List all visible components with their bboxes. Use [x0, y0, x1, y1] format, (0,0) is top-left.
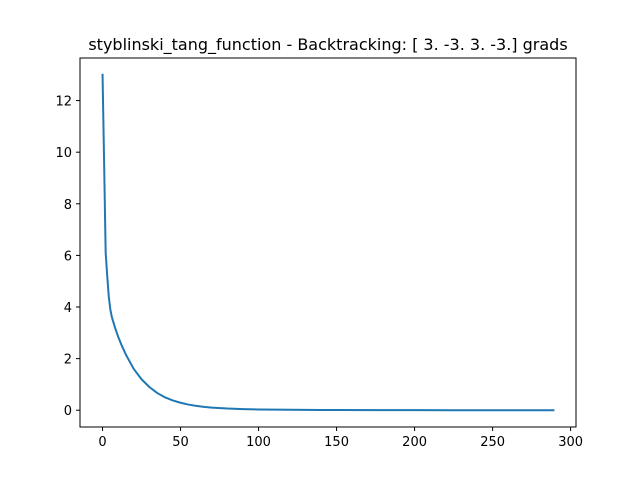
x-tick-label: 300	[558, 435, 583, 450]
x-axis-ticks: 0 50 100 150 200 250 300	[98, 427, 583, 450]
plot-frame	[79, 57, 577, 428]
series-line	[101, 73, 555, 412]
x-tick-label: 200	[402, 435, 427, 450]
y-tick-label: 10	[55, 146, 72, 161]
x-tick-label: 250	[480, 435, 505, 450]
plot-area	[80, 58, 576, 427]
x-tick-label: 50	[172, 435, 189, 450]
y-tick-label: 12	[55, 95, 72, 110]
y-tick-label: 0	[64, 404, 72, 419]
x-tick-label: 100	[246, 435, 271, 450]
y-tick-label: 2	[64, 353, 72, 368]
y-tick-label: 4	[64, 301, 72, 316]
x-tick-label: 150	[324, 435, 349, 450]
y-tick-label: 6	[64, 249, 72, 264]
y-tick-label: 8	[64, 198, 72, 213]
chart-title: styblinski_tang_function - Backtracking:…	[88, 35, 567, 55]
series-layer	[101, 73, 555, 412]
x-tick-label: 0	[98, 435, 106, 450]
y-axis-ticks: 0 2 4 6 8 10 12	[55, 95, 80, 419]
